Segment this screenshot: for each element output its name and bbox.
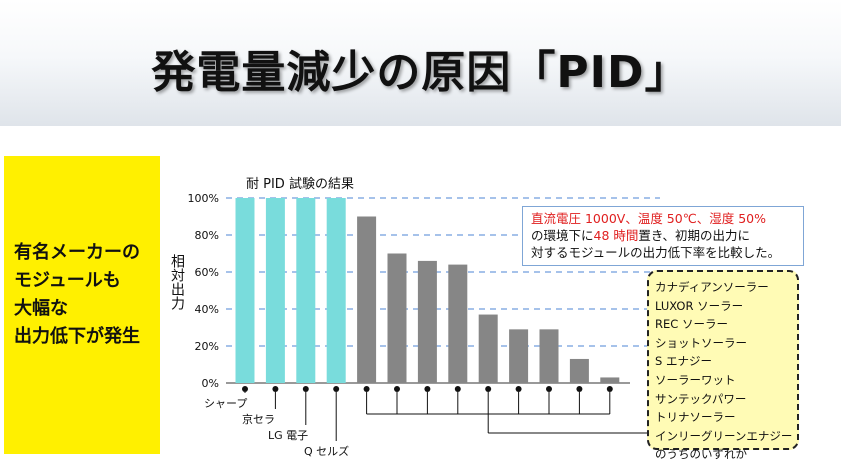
y-tick-label: 60% xyxy=(195,266,219,279)
bar-marker-dot xyxy=(606,386,613,392)
title-bar: 発電量減少の原因「PID」 xyxy=(0,0,841,126)
note-line-2: の環境下に48 時間置き、初期の出力に xyxy=(531,227,795,244)
chart-title: 耐 PID 試験の結果 xyxy=(246,177,354,192)
y-tick-label: 0% xyxy=(202,377,219,390)
maker-item: トリナソーラー xyxy=(655,410,736,425)
maker-item: LUXOR ソーラー xyxy=(655,298,744,313)
bar xyxy=(387,253,407,383)
bar xyxy=(296,198,316,383)
makers-list-box: カナディアンソーラー LUXOR ソーラー REC ソーラー ショットソーラー … xyxy=(647,270,799,461)
maker-item: インリーグリーンエナジー xyxy=(655,428,793,443)
bar xyxy=(357,216,377,383)
bar xyxy=(265,198,285,383)
maker-item: のうちのいずれか xyxy=(655,447,747,462)
x-category-label: 京セラ xyxy=(242,412,275,426)
bar-marker-dot xyxy=(394,386,400,392)
bar xyxy=(539,329,559,383)
bar-marker-dot xyxy=(272,386,279,392)
bar xyxy=(235,198,255,383)
x-category-label: シャープ xyxy=(204,397,247,410)
bar xyxy=(478,314,498,383)
y-tick-label: 80% xyxy=(195,229,219,242)
bar-marker-dot xyxy=(424,386,431,392)
maker-item: サンテックパワー xyxy=(655,391,747,406)
note-line-3: 対するモジュールの出力低下率を比較した。 xyxy=(531,245,781,260)
callout-box: 有名メーカーの モジュールも 大幅な 出力低下が発生 xyxy=(4,156,160,454)
x-category-label: LG 電子 xyxy=(268,429,308,442)
bar-marker-dot xyxy=(576,386,583,392)
callout-line-4: 出力低下が発生 xyxy=(14,326,140,347)
callout-line-3: 大幅な xyxy=(14,298,68,319)
maker-item: ソーラーワット xyxy=(655,372,736,387)
y-axis-label: 相対出力 xyxy=(169,254,185,310)
callout-line-2: モジュールも xyxy=(14,270,121,291)
bar-marker-dot xyxy=(333,386,340,392)
note-highlight-hours: 48 時間 xyxy=(593,228,639,243)
bar xyxy=(600,377,620,383)
bar-marker-dot xyxy=(546,386,552,392)
maker-item: カナディアンソーラー xyxy=(655,280,769,294)
y-tick-label: 100% xyxy=(188,192,219,205)
bar xyxy=(417,260,437,383)
maker-item: REC ソーラー xyxy=(655,317,728,332)
y-tick-label: 40% xyxy=(195,303,219,316)
bar-marker-dot xyxy=(302,386,309,392)
bar-marker-dot xyxy=(242,386,248,392)
y-tick-label: 20% xyxy=(195,340,219,353)
note-suffix: 置き、初期の出力に xyxy=(638,228,751,243)
note-highlight-conditions: 直流電圧 1000V、温度 50℃、湿度 50% xyxy=(531,211,767,226)
maker-item: S エナジー xyxy=(655,354,712,369)
bar-marker-dot xyxy=(515,386,522,392)
maker-item: ショットソーラー xyxy=(655,335,747,350)
note-prefix: の環境下に xyxy=(531,228,594,243)
bar-marker-dot xyxy=(485,386,492,392)
bar xyxy=(509,329,529,383)
x-category-label: Q セルズ xyxy=(304,444,349,458)
bar-marker-dot xyxy=(454,386,461,392)
bar-marker-dot xyxy=(363,386,370,392)
test-condition-note: 直流電圧 1000V、温度 50℃、湿度 50% の環境下に48 時間置き、初期… xyxy=(522,206,804,266)
bar xyxy=(569,358,589,383)
callout-line-1: 有名メーカーの xyxy=(14,242,140,263)
bar xyxy=(448,264,468,383)
note-line-1: 直流電圧 1000V、温度 50℃、湿度 50% xyxy=(531,210,795,227)
page-title: 発電量減少の原因「PID」 xyxy=(151,47,690,98)
bar xyxy=(326,198,346,383)
